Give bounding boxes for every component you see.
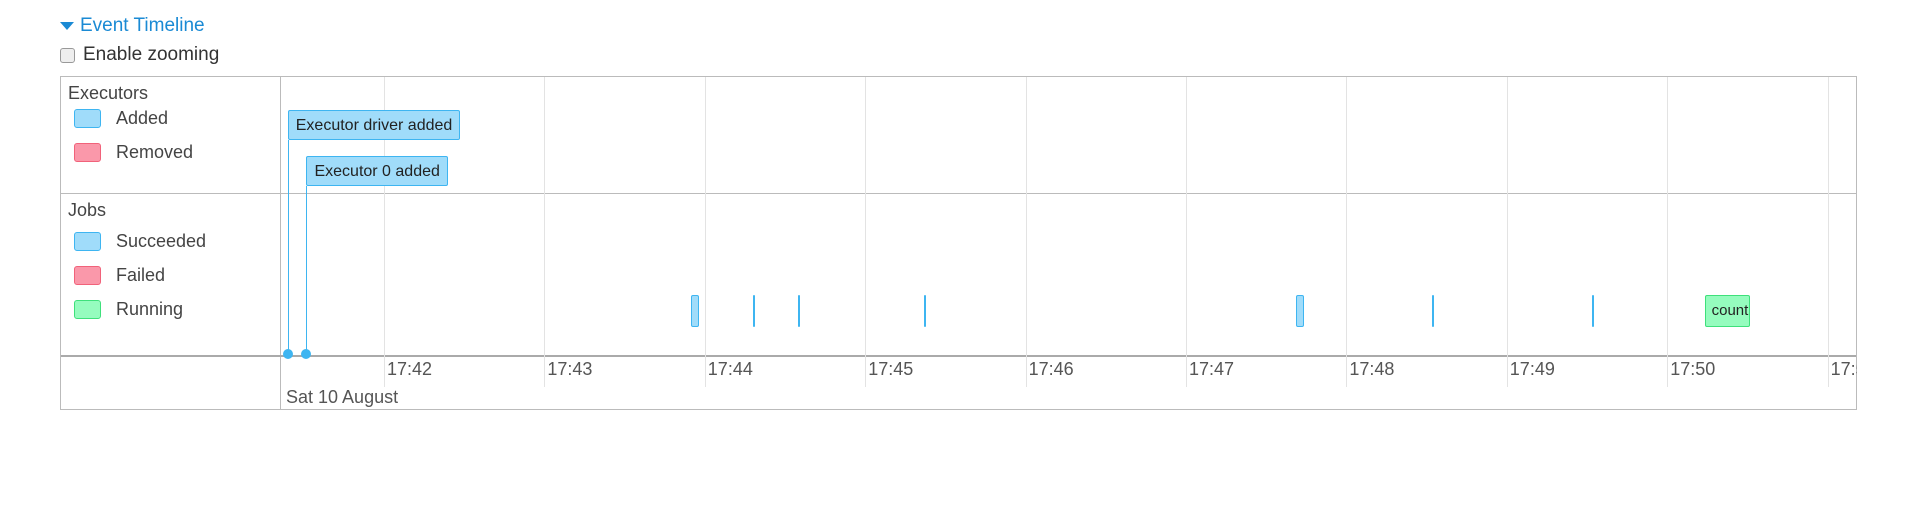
executor-event[interactable]: Executor driver added	[287, 110, 461, 140]
checkbox-icon[interactable]	[60, 47, 75, 63]
axis-tick-label: 17:51	[1830, 359, 1857, 379]
legend-divider	[280, 77, 281, 409]
grid-line	[1186, 77, 1187, 387]
axis-tick-label: 17:42	[387, 359, 433, 379]
timeline-plot[interactable]: Sat 10 August 17:42 17:43 17:44 17:45 17:46 1…	[281, 77, 1857, 410]
legend-label: Succeeded	[116, 231, 207, 251]
caret-down-icon	[60, 22, 74, 30]
grid-line	[544, 77, 546, 387]
legend-label: Running	[116, 299, 184, 319]
legend-label: Failed	[116, 265, 166, 285]
section-title: Event Timeline	[80, 15, 205, 36]
axis-tick-label: 17:44	[707, 359, 753, 379]
grid-line	[1025, 77, 1027, 387]
group-divider	[61, 193, 1856, 194]
grid-line	[704, 77, 706, 387]
axis-date: Sat 10 August	[286, 387, 399, 407]
job-succeeded[interactable]	[798, 295, 801, 327]
failed-swatch	[74, 266, 101, 285]
job-running[interactable]: count	[1704, 295, 1751, 327]
legend-failed: Failed	[74, 265, 165, 286]
grid-line	[1506, 77, 1508, 387]
job-succeeded[interactable]	[1295, 295, 1304, 327]
legend-succeeded: Succeeded	[74, 231, 206, 252]
enable-zooming-checkbox[interactable]: Enable zooming	[60, 44, 219, 66]
axis-tick-label: 17:48	[1349, 359, 1395, 379]
succeeded-swatch	[74, 232, 101, 251]
group-jobs: Jobs	[68, 200, 107, 220]
executor-event[interactable]: Executor 0 added	[306, 156, 448, 186]
job-succeeded[interactable]	[1592, 295, 1595, 327]
legend-label: Removed	[116, 142, 194, 162]
axis-tick-label: 17:45	[868, 359, 914, 379]
event-dot[interactable]	[301, 349, 312, 359]
job-succeeded[interactable]	[691, 295, 700, 327]
added-swatch	[74, 109, 101, 128]
removed-swatch	[74, 143, 101, 162]
grid-line	[1667, 77, 1669, 387]
event-dot[interactable]	[282, 349, 293, 359]
legend-label: Added	[116, 108, 169, 128]
event-timeline-toggle[interactable]: Event Timeline	[60, 15, 205, 37]
axis-tick-label: 17:47	[1189, 359, 1235, 379]
event-stem	[287, 140, 289, 354]
axis-tick-label: 17:43	[547, 359, 593, 379]
grid-line	[865, 77, 867, 387]
legend-removed: Removed	[74, 142, 193, 163]
axis-tick-label: 17:46	[1028, 359, 1074, 379]
enable-zooming-label: Enable zooming	[83, 44, 220, 65]
axis-tick-label: 17:50	[1670, 359, 1716, 379]
job-succeeded[interactable]	[1431, 295, 1434, 327]
axis-line	[61, 355, 1856, 357]
timeline[interactable]: Executors Added Removed Jobs Succeeded F…	[60, 76, 1857, 410]
grid-line	[384, 77, 385, 387]
running-swatch	[74, 300, 101, 319]
job-succeeded[interactable]	[924, 295, 926, 327]
grid-line	[1827, 77, 1829, 387]
group-executors: Executors	[68, 83, 149, 103]
axis-tick-label: 17:49	[1509, 359, 1555, 379]
event-stem	[306, 186, 308, 354]
legend-running: Running	[74, 299, 183, 320]
grid-line	[1346, 77, 1348, 387]
legend-added: Added	[74, 108, 168, 129]
job-succeeded[interactable]	[752, 295, 755, 327]
